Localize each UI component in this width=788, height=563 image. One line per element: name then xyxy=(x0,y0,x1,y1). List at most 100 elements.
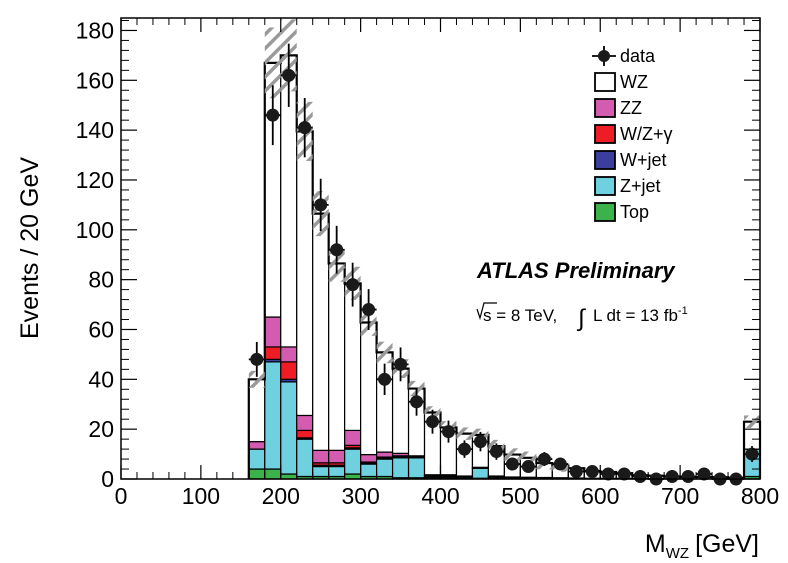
stacked-histogram xyxy=(248,54,761,480)
data-point-290 xyxy=(346,278,360,292)
data-point-710 xyxy=(681,470,695,484)
legend-swatch-wjet xyxy=(594,150,616,170)
data-point-630 xyxy=(617,467,631,481)
data-point-690 xyxy=(665,470,679,484)
data-point-330 xyxy=(378,372,392,386)
bar-top-180 xyxy=(264,468,282,480)
y-tick-label: 80 xyxy=(88,267,114,293)
axes: 0 100 200 300 400 500 600 700 800 0 20 40 60 80 100 120… xyxy=(76,17,780,509)
data-point-350 xyxy=(394,357,408,371)
data-point-230 xyxy=(298,121,312,135)
bar-zjet-320 xyxy=(376,458,394,478)
lumi-value-label: L dt = 13 fb-1 xyxy=(593,305,688,325)
x-tick-label: 300 xyxy=(341,483,379,509)
bar-zjet-160 xyxy=(248,448,266,470)
data-point-530 xyxy=(537,452,551,466)
x-tick-label: 100 xyxy=(182,483,220,509)
legend-marker-icon xyxy=(598,50,610,62)
atlas-label: ATLAS Preliminary xyxy=(476,258,676,283)
data-point-470 xyxy=(489,445,503,459)
bar-zjet-440 xyxy=(471,467,490,479)
y-tick-label: 0 xyxy=(101,466,114,492)
data-point-410 xyxy=(441,425,455,439)
legend-label-wz: W/Z+γ xyxy=(620,124,673,144)
legend-swatch-top xyxy=(594,202,616,222)
bar-wz-160 xyxy=(248,378,266,443)
sqrt-sign-icon xyxy=(476,302,497,321)
legend-label-data: data xyxy=(620,46,656,66)
bar-zz-260 xyxy=(328,449,346,464)
bar-wz-220 xyxy=(296,130,314,417)
uncertainty-band-480 xyxy=(504,448,521,461)
bar-zz-220 xyxy=(296,414,314,432)
bar-zz-240 xyxy=(312,449,330,464)
x-tick-label: 700 xyxy=(661,483,699,509)
legend-swatch-wz xyxy=(594,124,616,144)
data-point-510 xyxy=(521,460,535,474)
bar-zjet-260 xyxy=(328,465,346,478)
bar-zz-280 xyxy=(344,429,362,446)
uncertainty-band-160 xyxy=(248,370,265,388)
y-tick-label: 60 xyxy=(88,316,114,342)
bar-zz-200 xyxy=(280,346,298,363)
bar-zjet-300 xyxy=(360,463,378,478)
data-point-370 xyxy=(410,395,424,409)
legend-label-top: Top xyxy=(620,202,649,222)
bar-zjet-280 xyxy=(344,448,362,475)
bar-zjet-180 xyxy=(264,361,282,470)
bar-zjet-200 xyxy=(280,381,298,475)
uncertainty-band-420 xyxy=(456,427,473,440)
uncertainty-band-180 xyxy=(264,27,281,99)
y-tick-label: 20 xyxy=(88,416,114,442)
bar-zz-300 xyxy=(360,453,378,463)
y-tick-label: 180 xyxy=(76,17,114,43)
bar-wz-300 xyxy=(360,321,378,456)
bar-wz-260 xyxy=(328,262,346,451)
data-point-490 xyxy=(505,457,519,471)
x-tick-label: 0 xyxy=(115,483,128,509)
y-tick-label: 160 xyxy=(76,67,114,93)
bar-zz-160 xyxy=(248,441,266,450)
legend-swatch-wz xyxy=(594,72,616,92)
bar-zz-320 xyxy=(376,451,394,458)
bar-zz-180 xyxy=(264,316,282,348)
uncertainty-band-500 xyxy=(520,451,537,465)
data-point-270 xyxy=(330,243,344,257)
bar-top-160 xyxy=(248,468,266,480)
y-axis-title: Events / 20 GeV xyxy=(16,157,44,339)
uncertainty-band-780 xyxy=(744,415,760,428)
x-tick-label: 200 xyxy=(262,483,300,509)
data-point-190 xyxy=(266,108,280,122)
legend-label-zz: ZZ xyxy=(620,98,642,118)
legend-swatch-zjet xyxy=(594,176,616,196)
data-point-650 xyxy=(633,470,647,484)
data-point-730 xyxy=(697,467,711,481)
y-tick-label: 140 xyxy=(76,117,114,143)
data-point-310 xyxy=(362,303,376,317)
x-tick-label: 600 xyxy=(581,483,619,509)
bar-wz-200 xyxy=(280,361,298,380)
bar-wz-240 xyxy=(312,213,330,451)
data-point-390 xyxy=(426,415,440,429)
data-point-610 xyxy=(601,467,615,481)
data-point-450 xyxy=(473,435,487,449)
data-point-430 xyxy=(457,442,471,456)
data-point-790 xyxy=(745,447,759,461)
data-point-170 xyxy=(250,352,264,366)
y-tick-label: 40 xyxy=(88,366,114,392)
data-point-550 xyxy=(553,457,567,471)
bar-wz-180 xyxy=(264,346,282,360)
y-tick-label: 100 xyxy=(76,217,114,243)
bar-zjet-220 xyxy=(296,438,314,478)
data-point-250 xyxy=(314,198,328,212)
legend-label-wz: WZ xyxy=(620,72,648,92)
legend: data WZ ZZ W/Z+γ W+jet Z+jet Top xyxy=(592,46,673,222)
x-tick-label: 800 xyxy=(741,483,779,509)
legend-label-wjet: W+jet xyxy=(620,150,667,170)
bar-wz-220 xyxy=(296,429,314,439)
bar-zjet-240 xyxy=(312,465,330,478)
x-tick-label: 500 xyxy=(501,483,539,509)
data-point-590 xyxy=(585,465,599,479)
